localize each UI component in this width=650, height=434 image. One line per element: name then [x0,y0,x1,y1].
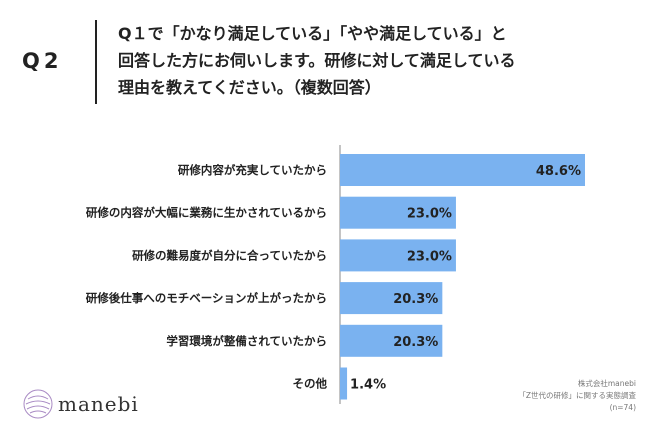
bar-group: 研修内容が充実していたから 48.6% 研修の内容が大幅に業務に生かされているから 2… [86,154,585,400]
bar [340,154,585,186]
question-number: Q2 [22,49,63,73]
category-label: その他 [293,377,328,391]
bar [340,196,456,229]
bar [340,282,443,315]
source-line: 「Z世代の研修」に関する実態調査 [518,391,636,400]
value-label: 48.6% [536,164,581,179]
bar [340,367,348,400]
category-label: 研修の内容が大幅に業務に生かされているから [86,206,327,220]
value-label: 23.0% [407,207,452,222]
manebi-logo-icon [23,389,53,419]
source-line: (n=74) [609,403,636,412]
category-label: 研修内容が充実していたから [178,163,327,177]
logo-wordmark: manebi [58,392,139,416]
category-label: 学習環境が整備されていたから [166,334,327,348]
category-label: 研修後仕事へのモチベーションが上がったから [86,291,327,305]
question-line: Q１で「かなり満足している」「やや満足している」と [118,24,507,43]
value-label: 20.3% [393,292,438,307]
category-label: 研修の難易度が自分に合っていたから [132,248,327,262]
value-label: 20.3% [393,335,438,350]
manebi-logo [23,389,53,419]
header-divider [95,20,97,104]
bar [340,239,456,272]
question-text: Q１で「かなり満足している」「やや満足している」と 回答した方にお伺いします。研… [118,20,618,101]
value-label: 1.4% [350,378,386,393]
question-line: 回答した方にお伺いします。研修に対して満足している [118,51,516,70]
question-line: 理由を教えてください。（複数回答） [118,78,381,97]
bar [340,324,443,357]
source-note: 株式会社manebi 「Z世代の研修」に関する実態調査 (n=74) [518,378,636,414]
value-label: 23.0% [407,249,452,264]
source-line: 株式会社manebi [577,379,636,388]
